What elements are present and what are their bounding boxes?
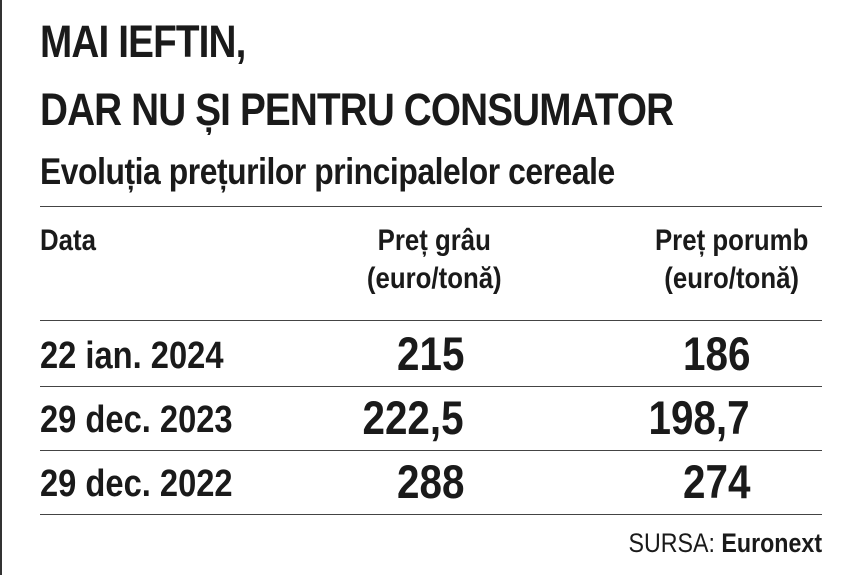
column-header-date-label: Data <box>40 224 96 257</box>
subtitle: Evoluția prețurilor principalelor cereal… <box>40 151 615 192</box>
table-bottom-rule <box>40 514 822 515</box>
table-row-2-date: 29 dec. 2023 <box>40 399 233 441</box>
header-top-rule <box>40 206 822 207</box>
column-header-wheat-label: Preț grâu <box>377 224 492 257</box>
table-row-1-wheat: 215 <box>396 327 464 380</box>
table-row-1-corn: 186 <box>682 327 750 380</box>
column-header-corn-unit: (euro/tonă) <box>663 262 799 295</box>
column-header-wheat-unit: (euro/tonă) <box>367 262 502 295</box>
column-header-date: Data <box>40 222 96 260</box>
table-row-3-wheat: 288 <box>396 455 464 508</box>
title-line-2: DAR NU ȘI PENTRU CONSUMATOR <box>40 84 674 135</box>
table-row-2-wheat: 222,5 <box>362 391 464 444</box>
source-credit: SURSA: Euronext <box>628 526 822 560</box>
source-name: Euronext <box>721 528 822 558</box>
table-row-3-corn: 274 <box>682 455 750 508</box>
column-header-corn: Preț porumb (euro/tonă) <box>655 222 808 298</box>
column-header-corn-label: Preț porumb <box>654 224 808 257</box>
column-header-wheat: Preț grâu (euro/tonă) <box>367 222 502 298</box>
row-rule-1 <box>40 386 822 387</box>
row-rule-2 <box>40 450 822 451</box>
title-line-1: MAI IEFTIN, <box>40 16 246 67</box>
source-label: SURSA: <box>628 528 722 558</box>
header-bottom-rule <box>40 320 822 321</box>
table-row-1-date: 22 ian. 2024 <box>40 335 224 377</box>
table-row-2-corn: 198,7 <box>648 391 750 444</box>
table-row-3-date: 29 dec. 2022 <box>40 463 233 505</box>
